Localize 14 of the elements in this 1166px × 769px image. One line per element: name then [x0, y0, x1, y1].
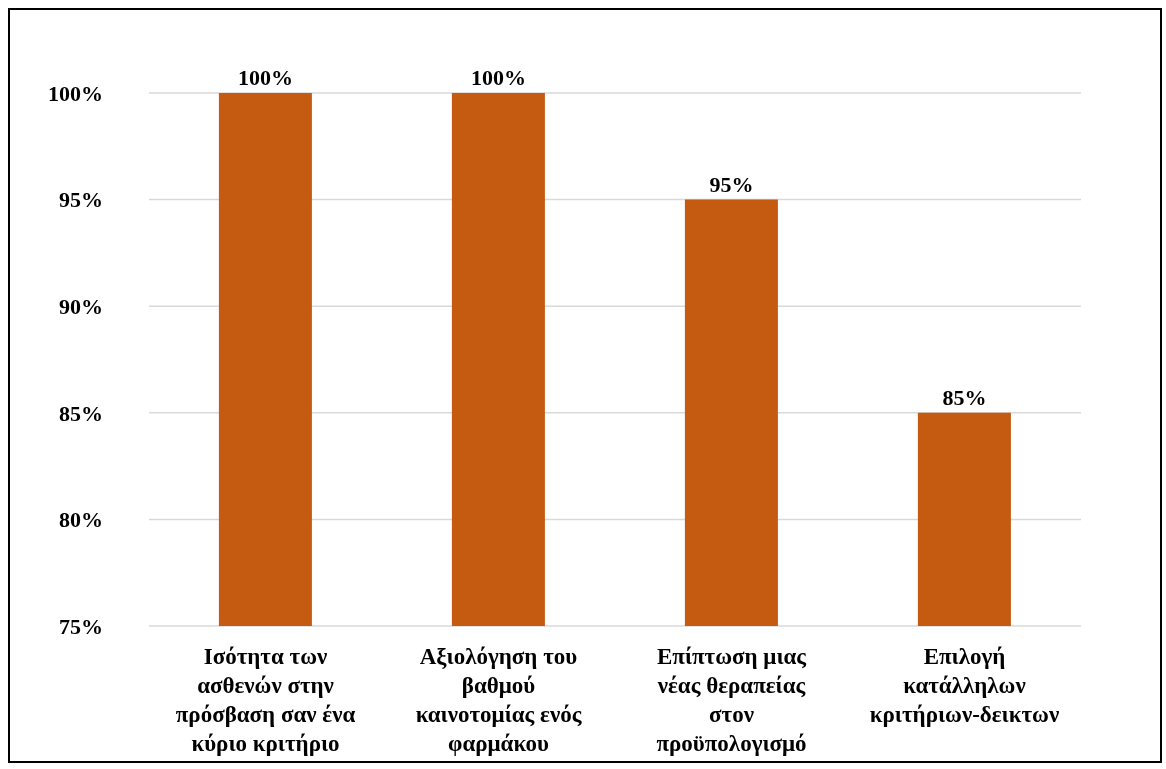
y-tick-label: 95%: [59, 187, 103, 213]
data-label: 85%: [942, 384, 987, 410]
y-tick-label: 100%: [48, 80, 103, 106]
data-label: 95%: [709, 171, 754, 197]
x-tick-label: Επιλογή κατάλληλων κριτήριων-δεικτων: [869, 644, 1060, 727]
x-tick-label: Αξιολόγηση του βαθμού καινοτομίας ενός φαρμάκου: [415, 644, 582, 756]
y-tick-label: 90%: [59, 294, 103, 320]
y-tick-label: 75%: [59, 613, 103, 639]
data-label: 100%: [237, 65, 293, 90]
x-tick-label: Ισότητα των ασθενών στην πρόσβαση σαν ένα κύριο κριτήριο: [175, 644, 356, 756]
y-tick-label: 85%: [59, 400, 103, 426]
x-tick-label: Επίπτωση μιας νέας θεραπείας στον προϋπολογισμό: [656, 644, 807, 756]
data-label: 100%: [470, 65, 526, 90]
y-tick-label: 80%: [59, 507, 103, 533]
